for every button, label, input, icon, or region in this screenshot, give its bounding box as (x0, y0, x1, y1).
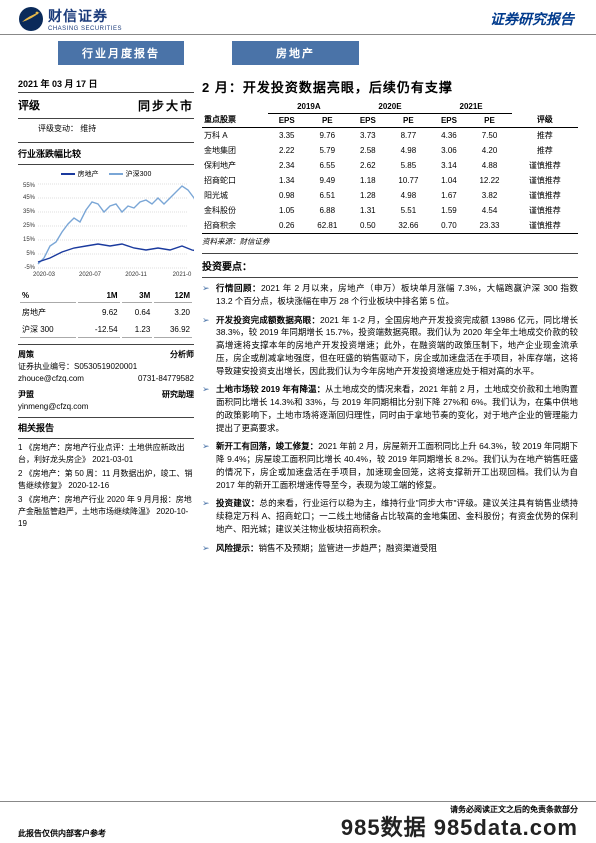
perf-section-title: 行业涨跌幅比较 (18, 142, 194, 165)
svg-text:55%: 55% (23, 183, 36, 189)
key-stocks-table: 重点股票 2019A 2020E 2021E 评级 EPSPE EPSPE EP… (202, 100, 578, 234)
header-bar: 财信证券 CHASING SECURITIES 证券研究报告 (0, 0, 596, 35)
svg-text:2020-03: 2020-03 (33, 272, 56, 277)
svg-text:2020-07: 2020-07 (79, 272, 102, 277)
report-type: 证券研究报告 (490, 9, 578, 29)
rating-row: 评级 同步大市 (18, 92, 194, 119)
table-row: 房地产9.62 0.643.20 (20, 305, 192, 320)
svg-text:2020-11: 2020-11 (125, 272, 147, 277)
performance-table: % 1M 3M 12M 房地产9.62 0.643.20 沪深 300-12.5… (18, 287, 194, 340)
bullet-item: 土地市场较 2019 年有降温：从土地成交的情况来看，2021 年前 2 月，土… (202, 383, 578, 434)
table-row: 阳光城0.986.511.284.981.673.82谨慎推荐 (202, 188, 578, 203)
bullet-item: 行情回顾：2021 年 2 月以来，房地产（申万）板块单月涨幅 7.3%，大幅跑… (202, 282, 578, 308)
brand-name-en: CHASING SECURITIES (48, 26, 122, 32)
table-row: 招商蛇口1.349.491.1810.771.0412.22谨慎推荐 (202, 173, 578, 188)
watermark: 985数据 985data.com (341, 815, 578, 839)
tab-bar: 行业月度报告 房地产 (0, 35, 596, 71)
bullet-item: 投资建议：总的来看，行业运行以稳为主，维持行业"同步大市"评级。建议关注具有销售… (202, 497, 578, 535)
rating-value: 同步大市 (138, 97, 194, 114)
tab-report-kind: 行业月度报告 (58, 41, 184, 65)
svg-text:5%: 5% (26, 251, 35, 257)
brand-name-cn: 财信证券 (48, 6, 122, 26)
series-realestate (38, 244, 194, 262)
table-row: 金地集团2.225.792.584.983.064.20推荐 (202, 143, 578, 158)
tab-sector: 房地产 (232, 41, 359, 65)
table-row: 金科股份1.056.881.315.511.594.54谨慎推荐 (202, 203, 578, 218)
svg-text:35%: 35% (23, 209, 36, 215)
performance-chart: 房地产 沪深300 (18, 165, 194, 283)
footer-right: 请务必阅读正文之后的免责条款部分 (341, 804, 578, 815)
table-row: 沪深 300-12.54 1.2336.92 (20, 322, 192, 338)
logo-icon (18, 6, 44, 32)
legend-hs300: 沪深300 (109, 169, 152, 179)
investment-bullets: 行情回顾：2021 年 2 月以来，房地产（申万）板块单月涨幅 7.3%，大幅跑… (202, 282, 578, 554)
bullet-item: 新开工有回落，竣工修复：2021 年前 2 月，房屋新开工面积同比上升 64.3… (202, 440, 578, 491)
rating-label: 评级 (18, 97, 40, 114)
svg-text:15%: 15% (23, 237, 36, 243)
analyst-block: 周策分析师 证券执业编号：S0530519020001 zhouce@cfzq.… (18, 344, 194, 417)
related-title: 相关报告 (18, 422, 194, 439)
table-row: 保利地产2.346.552.625.853.144.88谨慎推荐 (202, 158, 578, 173)
svg-text:45%: 45% (23, 195, 36, 201)
table-source: 资料来源：财信证券 (202, 234, 578, 253)
related-item: 2 《房地产：第 50 周：11 月数据出炉，竣工、销售继续修复》 2020-1… (18, 468, 194, 491)
svg-text:25%: 25% (23, 223, 36, 229)
rating-change: 评级变动： 维持 (18, 119, 194, 142)
svg-text:-5%: -5% (24, 265, 35, 271)
table-row: 万科 A3.359.763.738.774.367.50推荐 (202, 128, 578, 144)
table-row: 招商积余0.2662.810.5032.660.7023.33谨慎推荐 (202, 218, 578, 234)
svg-text:2021-0: 2021-0 (173, 272, 192, 277)
brand-logo: 财信证券 CHASING SECURITIES (18, 6, 122, 32)
related-item: 3 《房地产：房地产行业 2020 年 9 月月报：房地产金融监管趋严，土地市场… (18, 494, 194, 529)
report-date: 2021 年 03 月 17 日 (18, 71, 194, 92)
legend-realestate: 房地产 (61, 169, 99, 179)
page-title: 2 月：开发投资数据亮眼，后续仍有支撑 (202, 71, 578, 100)
related-reports: 相关报告 1 《房地产：房地产行业点评：土地供应新政出台，利好龙头房企》 202… (18, 417, 194, 533)
line-chart-svg: -5% 5% 15% 25% 35% 45% 55% 2020-03 2020-… (18, 181, 194, 277)
footer: 此报告仅供内部客户参考 请务必阅读正文之后的免责条款部分 985数据 985da… (0, 801, 596, 843)
investment-points-title: 投资要点： (202, 253, 578, 278)
bullet-item: 开发投资完成额数据亮眼：2021 年 1-2 月，全国房地产开发投资完成额 13… (202, 314, 578, 378)
bullet-item: 风险提示：销售不及预期；监管进一步趋严；融资渠道受阻 (202, 542, 578, 555)
related-item: 1 《房地产：房地产行业点评：土地供应新政出台，利好龙头房企》 2021-03-… (18, 442, 194, 465)
footer-left: 此报告仅供内部客户参考 (18, 828, 106, 839)
